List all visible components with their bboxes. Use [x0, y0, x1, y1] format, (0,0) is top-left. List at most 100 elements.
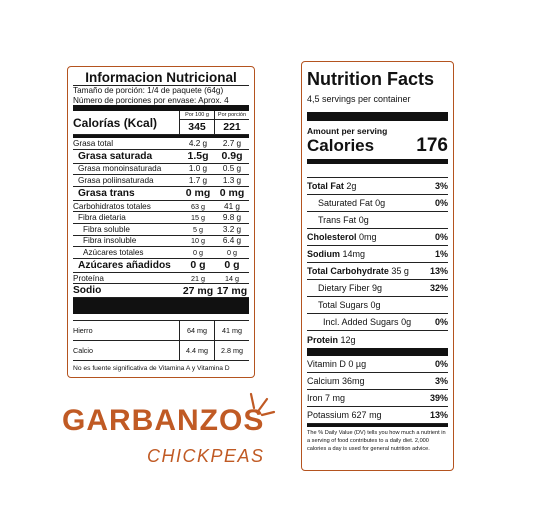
- nutrient-per-serving: 0.9g: [221, 150, 243, 163]
- brand-subtitle: CHICKPEAS: [147, 446, 265, 466]
- nutrient-per-100g: 21 g: [191, 273, 205, 283]
- nutrient-row: Dietary Fiber 9g 32%: [307, 280, 448, 297]
- calories-row: Calories 176: [307, 136, 448, 156]
- calories-label: Calories: [307, 136, 375, 155]
- nutrient-per-serving: 0.5 g: [222, 164, 242, 174]
- vitamin-row: Vitamin D 0 µg 0%: [307, 356, 448, 373]
- calories-per-100g: 345: [188, 121, 206, 133]
- calories-per-serving: 221: [223, 121, 241, 133]
- nutrient-per-100g: 15 g: [191, 213, 205, 223]
- mineral-row: Calcio 4.4 mg 2.8 mg: [73, 341, 249, 362]
- nutrient-per-serving: 14 g: [225, 273, 239, 283]
- nutrient-name: Trans Fat: [318, 215, 357, 225]
- amount-per-serving: Amount per serving: [307, 126, 388, 136]
- vitamin-percent: 13%: [429, 410, 448, 420]
- nutrient-row: Grasa total 4.2 g 2.7 g: [73, 138, 249, 150]
- nutrient-name: Grasa poliinsaturada: [78, 175, 154, 185]
- nutrient-name: Grasa saturada: [78, 150, 153, 162]
- nutrient-per-100g: 0 g: [193, 247, 203, 257]
- nutrient-row: Sodio 27 mg 17 mg: [73, 284, 249, 299]
- nutrient-row: Trans Fat 0g: [307, 212, 448, 229]
- vitamin-name: Iron: [307, 393, 323, 403]
- nutrient-name: Total Carbohydrate: [307, 266, 389, 276]
- vitamin-amount: 36mg: [342, 376, 365, 386]
- vitamin-row: Potassium 627 mg 13%: [307, 407, 448, 424]
- nutrient-per-serving: 1.3 g: [222, 175, 242, 185]
- vitamin-row: Calcium 36mg 3%: [307, 373, 448, 390]
- nutrient-per-100g: 1.7 g: [188, 175, 208, 185]
- nutrient-percent: 3%: [434, 181, 448, 191]
- vitamin-percent: 39%: [429, 393, 448, 403]
- mineral-row: Hierro 64 mg 41 mg: [73, 321, 249, 342]
- calories-value: 176: [416, 135, 448, 156]
- nutrient-name: Carbohidratos totales: [73, 201, 151, 211]
- nutrient-name: Azúcares totales: [83, 247, 144, 257]
- nutrient-percent: 32%: [429, 283, 448, 293]
- nutrient-per-100g: 63 g: [191, 201, 205, 211]
- nutrient-name: Incl. Added Sugars: [323, 317, 399, 327]
- nutrient-per-100g: 4.2 g: [188, 138, 208, 148]
- nutrient-row: Grasa trans 0 mg 0 mg: [73, 187, 249, 201]
- english-nutrition-label: Nutrition Facts 4,5 servings per contain…: [301, 61, 454, 471]
- nutrient-row: Grasa poliinsaturada 1.7 g 1.3 g: [73, 175, 249, 187]
- calories-row: Calorías (Kcal) Por 100 g 345 Por porció…: [73, 111, 249, 135]
- nutrient-per-serving: 6.4 g: [222, 236, 242, 246]
- nutrient-per-serving: 0 g: [224, 259, 240, 272]
- mineral-per-serving: 41 mg: [214, 321, 249, 341]
- nutrient-per-100g: 0 g: [190, 259, 206, 272]
- nutrient-percent: 0%: [434, 198, 448, 208]
- nutrient-amount: 0g: [358, 215, 369, 225]
- nutrient-name: Protein: [307, 334, 339, 345]
- nutrient-per-serving: 3.2 g: [222, 224, 242, 234]
- nutrient-per-serving: 2.7 g: [222, 138, 242, 148]
- mineral-per-serving: 2.8 mg: [214, 341, 249, 361]
- nutrient-name: Fibra soluble: [83, 224, 130, 234]
- vitamin-percent: 3%: [434, 376, 448, 386]
- mineral-per-100g: 64 mg: [179, 321, 214, 341]
- nutrient-amount: 9g: [372, 283, 383, 293]
- nutrient-name: Total Sugars: [318, 300, 369, 310]
- nutrient-amount: 0mg: [359, 232, 377, 242]
- nutrient-row: Sodium 14mg 1%: [307, 246, 448, 263]
- servings-per-container: Número de porciones por envase: Aprox. 4: [73, 95, 229, 105]
- nutrient-name: Cholesterol: [307, 232, 357, 242]
- nutrient-percent: 0%: [434, 232, 448, 242]
- nutrient-percent: 13%: [429, 266, 448, 276]
- vitamin-name: Calcium: [307, 376, 340, 386]
- nutrient-row: Azúcares totales 0 g 0 g: [73, 247, 249, 259]
- mineral-per-100g: 4.4 mg: [179, 341, 214, 361]
- nutrient-percent: 1%: [434, 249, 448, 259]
- english-footnote: The % Daily Value (DV) tells you how muc…: [307, 430, 446, 452]
- nutrient-per-serving: 0 g: [227, 247, 237, 257]
- vitamin-amount: 627 mg: [351, 410, 382, 420]
- nutrient-row: Proteína 21 g 14 g: [73, 273, 249, 285]
- nutrient-per-serving: 0 mg: [219, 187, 245, 200]
- nutrient-amount: 35 g: [391, 266, 409, 276]
- english-label-title: Nutrition Facts: [307, 69, 435, 89]
- brand-title: GARBANZOS: [62, 404, 265, 437]
- nutrient-row: Cholesterol 0mg 0%: [307, 229, 448, 246]
- nutrient-row: Azúcares añadidos 0 g 0 g: [73, 259, 249, 273]
- nutrient-amount: 0g: [375, 198, 386, 208]
- nutrient-per-100g: 10 g: [191, 236, 205, 246]
- spanish-footnote: No es fuente significativa de Vitamina A…: [73, 365, 230, 373]
- nutrient-name: Grasa total: [73, 138, 114, 148]
- nutrient-row: Grasa saturada 1.5g 0.9g: [73, 150, 249, 164]
- nutrient-name: Fibra insoluble: [83, 236, 137, 246]
- nutrient-per-100g: 1.5g: [187, 150, 209, 163]
- nutrient-per-100g: 27 mg: [182, 284, 214, 297]
- vitamin-percent: 0%: [434, 359, 448, 369]
- vitamin-amount: 0 µg: [348, 359, 367, 369]
- nutrient-name: Dietary Fiber: [318, 283, 370, 293]
- nutrient-row: Saturated Fat 0g 0%: [307, 195, 448, 212]
- nutrient-name: Fibra dietaria: [78, 213, 126, 223]
- nutrient-per-serving: 41 g: [224, 201, 240, 211]
- nutrient-amount: 2g: [346, 181, 357, 191]
- mineral-name: Hierro: [73, 326, 93, 336]
- spanish-nutrition-label: Informacion Nutricional Tamaño de porció…: [67, 66, 255, 378]
- nutrient-row: Total Carbohydrate 35 g 13%: [307, 263, 448, 280]
- nutrient-amount: 12g: [340, 334, 356, 345]
- nutrient-amount: 0g: [370, 300, 381, 310]
- serving-size: Tamaño de porción: 1/4 de paquete (64g): [73, 86, 224, 95]
- nutrient-row: Grasa monoinsaturada 1.0 g 0.5 g: [73, 164, 249, 176]
